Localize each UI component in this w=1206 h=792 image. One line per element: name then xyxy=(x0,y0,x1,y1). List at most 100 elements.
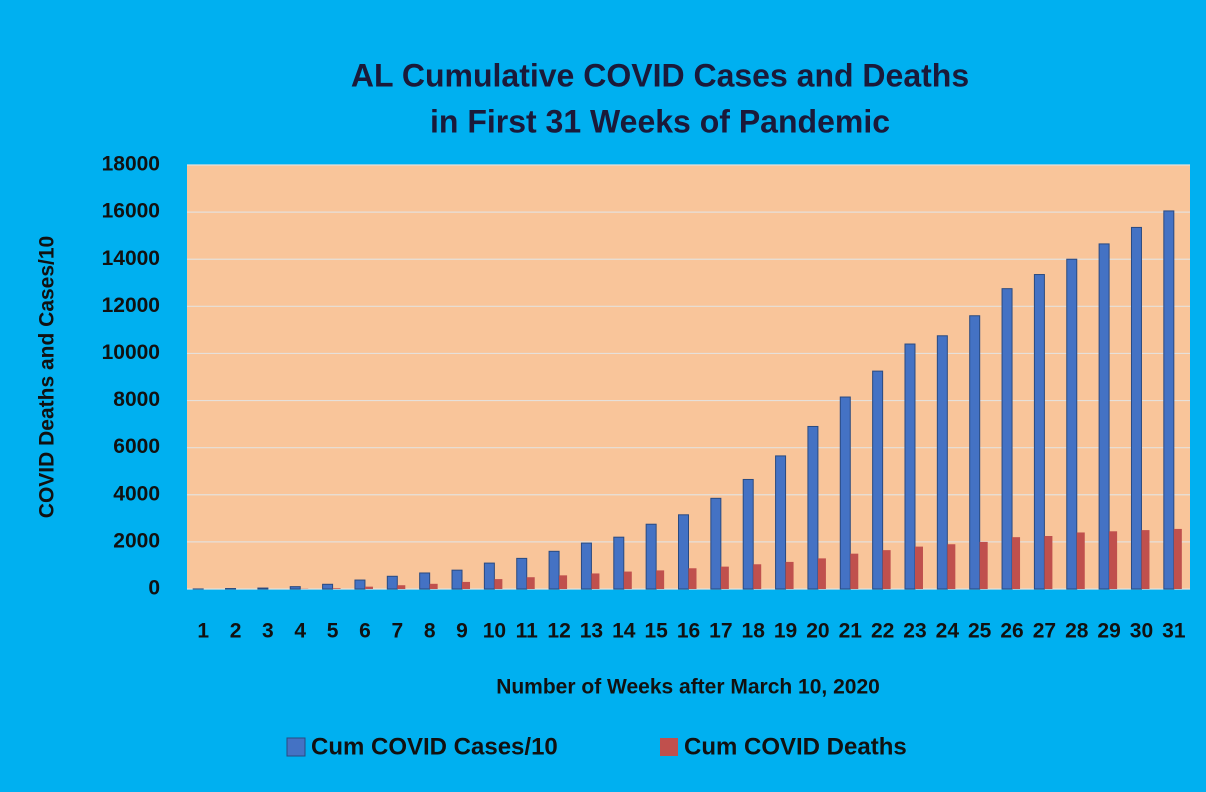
x-tick-label: 23 xyxy=(903,620,926,643)
bar xyxy=(882,550,891,589)
bar xyxy=(1033,274,1045,590)
bar xyxy=(257,587,269,590)
y-tick-label: 4000 xyxy=(113,482,160,505)
x-tick-label: 14 xyxy=(612,620,636,643)
x-tick-label: 24 xyxy=(936,620,960,643)
bar xyxy=(332,588,341,589)
y-axis-label: COVID Deaths and Cases/10 xyxy=(36,236,59,518)
bar xyxy=(354,579,366,590)
y-tick-label: 6000 xyxy=(113,435,160,458)
legend-label: Cum COVID Cases/10 xyxy=(311,733,558,760)
bar xyxy=(1098,243,1110,590)
x-axis-label: Number of Weeks after March 10, 2020 xyxy=(496,676,880,699)
bar xyxy=(322,583,334,590)
x-tick-label: 1 xyxy=(197,620,209,643)
bar xyxy=(419,572,431,590)
y-tick-label: 2000 xyxy=(113,529,160,552)
bar xyxy=(451,569,463,590)
bar xyxy=(947,544,956,589)
x-tick-label: 4 xyxy=(294,620,306,643)
x-tick-label: 30 xyxy=(1130,620,1153,643)
bar xyxy=(688,568,697,589)
x-tick-label: 12 xyxy=(547,620,570,643)
bar xyxy=(914,546,923,589)
bar xyxy=(364,586,373,589)
x-tick-label: 10 xyxy=(483,620,506,643)
legend-swatch xyxy=(286,737,306,757)
bar xyxy=(969,315,981,590)
bar xyxy=(559,575,568,589)
bar xyxy=(1044,536,1053,589)
x-tick-label: 26 xyxy=(1000,620,1023,643)
y-tick-label: 16000 xyxy=(102,200,160,223)
y-tick-label: 12000 xyxy=(102,294,160,317)
bar xyxy=(1130,226,1142,590)
bar xyxy=(645,523,657,590)
bar xyxy=(613,536,625,590)
x-tick-label: 2 xyxy=(230,620,242,643)
bar xyxy=(429,583,438,589)
bar xyxy=(850,553,859,589)
x-tick-label: 25 xyxy=(968,620,992,643)
bar xyxy=(1173,528,1182,589)
bar xyxy=(516,557,528,590)
x-tick-label: 16 xyxy=(677,620,700,643)
bar xyxy=(397,585,406,589)
bar xyxy=(817,558,826,589)
bar xyxy=(526,577,535,589)
x-tick-label: 29 xyxy=(1097,620,1120,643)
x-tick-label: 31 xyxy=(1162,620,1186,643)
bar xyxy=(742,478,754,590)
bar xyxy=(386,575,398,590)
bar xyxy=(1012,537,1021,589)
legend-swatch xyxy=(660,738,678,756)
bar xyxy=(1076,532,1085,589)
x-tick-label: 20 xyxy=(806,620,829,643)
bar xyxy=(548,550,560,590)
bar xyxy=(591,573,600,589)
bar xyxy=(807,425,819,590)
x-tick-label: 6 xyxy=(359,620,371,643)
bar xyxy=(979,541,988,589)
bar xyxy=(462,581,471,589)
x-tick-label: 15 xyxy=(644,620,668,643)
chart-title: AL Cumulative COVID Cases and Deaths xyxy=(351,57,969,93)
x-tick-label: 5 xyxy=(327,620,339,643)
bar xyxy=(678,514,689,590)
y-tick-label: 10000 xyxy=(102,341,160,364)
bar xyxy=(580,542,592,590)
bar xyxy=(1109,531,1118,589)
bar xyxy=(785,561,794,589)
bar xyxy=(753,564,762,589)
x-tick-label: 3 xyxy=(262,620,274,643)
x-tick-label: 18 xyxy=(742,620,766,643)
x-tick-label: 19 xyxy=(774,620,797,643)
x-tick-label: 9 xyxy=(456,620,468,643)
bar xyxy=(1141,530,1150,589)
bar xyxy=(656,570,665,589)
y-tick-label: 14000 xyxy=(102,247,160,270)
x-tick-label: 17 xyxy=(709,620,732,643)
bar xyxy=(904,343,916,590)
bar xyxy=(720,566,729,589)
x-tick-label: 11 xyxy=(516,620,539,643)
bar xyxy=(1163,210,1175,590)
legend-label: Cum COVID Deaths xyxy=(684,733,907,760)
bar xyxy=(710,497,722,590)
x-tick-label: 28 xyxy=(1065,620,1089,643)
bar xyxy=(1001,288,1013,590)
bar xyxy=(839,396,851,590)
bar xyxy=(936,335,948,590)
bar xyxy=(623,571,632,589)
x-tick-label: 21 xyxy=(839,620,863,643)
x-tick-label: 8 xyxy=(424,620,436,643)
y-tick-label: 0 xyxy=(148,577,160,600)
x-tick-label: 27 xyxy=(1033,620,1056,643)
x-tick-label: 13 xyxy=(580,620,603,643)
x-tick-label: 22 xyxy=(871,620,894,643)
bar xyxy=(494,579,503,589)
bar xyxy=(775,455,787,590)
y-tick-label: 8000 xyxy=(113,388,160,411)
bar xyxy=(1066,258,1078,590)
